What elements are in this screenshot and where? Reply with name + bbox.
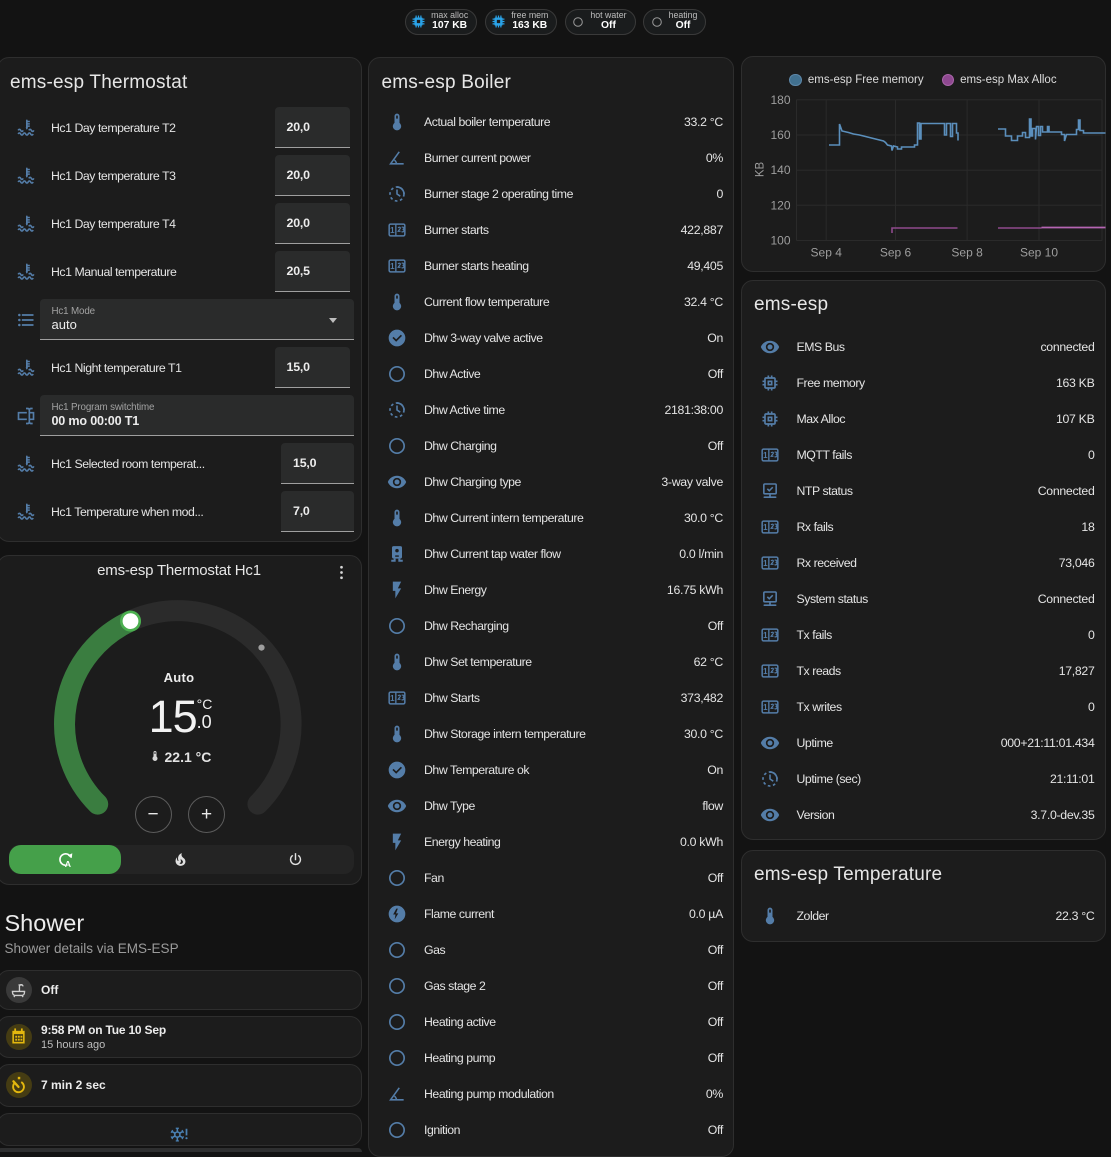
svg-text:120: 120	[770, 198, 790, 212]
svg-text:160: 160	[770, 128, 790, 142]
svg-text:1: 1	[763, 523, 768, 532]
svg-text:1: 1	[390, 262, 395, 271]
svg-text:180: 180	[770, 92, 790, 106]
svg-text:Sep 10: Sep 10	[1019, 245, 1057, 259]
svg-text:1: 1	[390, 694, 395, 703]
svg-text:1: 1	[390, 226, 395, 235]
svg-text:1: 1	[763, 703, 768, 712]
svg-text:1: 1	[763, 667, 768, 676]
svg-text:140: 140	[770, 163, 790, 177]
svg-text:Sep 4: Sep 4	[810, 245, 842, 259]
svg-text:A: A	[64, 859, 71, 869]
svg-text:KB: KB	[754, 161, 766, 177]
svg-text:Sep 6: Sep 6	[879, 245, 911, 259]
svg-text:1: 1	[763, 631, 768, 640]
svg-text:1: 1	[763, 451, 768, 460]
svg-text:100: 100	[770, 233, 790, 247]
svg-text:1: 1	[763, 559, 768, 568]
svg-text:Sep 8: Sep 8	[951, 245, 983, 259]
